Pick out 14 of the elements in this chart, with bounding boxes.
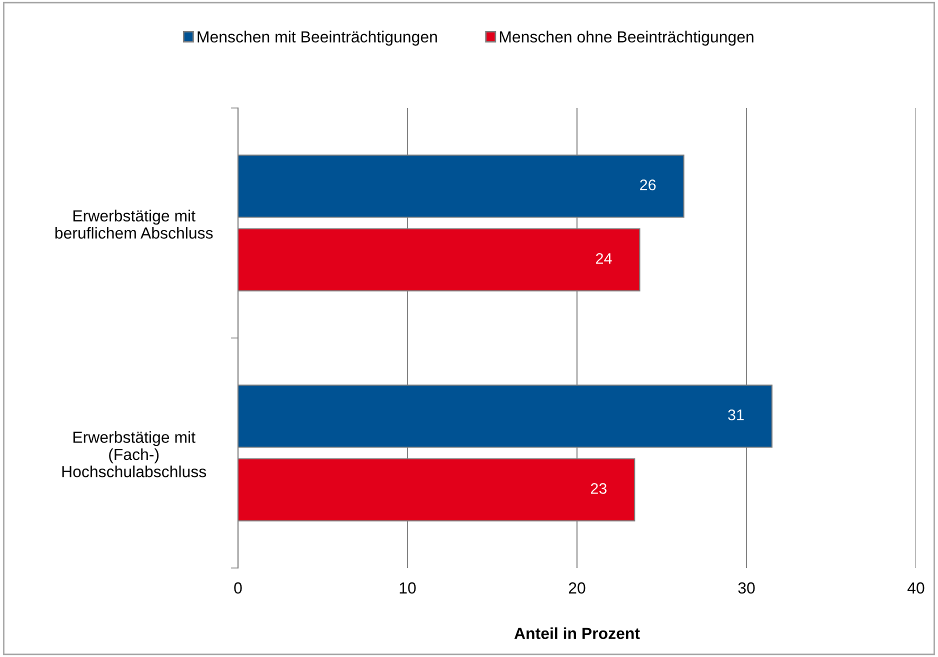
legend-label: Menschen mit Beeinträchtigungen — [198, 30, 437, 46]
x-tick-label: 20 — [568, 582, 586, 594]
data-label: 26 — [640, 179, 656, 190]
x-tick-label: 30 — [738, 582, 755, 594]
data-label: 24 — [596, 253, 612, 264]
y-tick-label: Erwerbstätige mit (Fach-) Hochschulabschluss — [62, 431, 206, 478]
y-tick-label: Erwerbstätige mit beruflichem Abschluss — [55, 210, 213, 239]
x-tick-label: 40 — [907, 582, 924, 594]
data-label: 31 — [728, 409, 744, 420]
x-axis-title: Anteil in Prozent — [514, 627, 640, 640]
legend-label: Menschen ohne Beeinträchtigungen — [500, 30, 754, 46]
x-tick-label: 0 — [234, 582, 242, 594]
data-label: 23 — [590, 483, 607, 494]
x-tick-label: 10 — [400, 582, 416, 594]
